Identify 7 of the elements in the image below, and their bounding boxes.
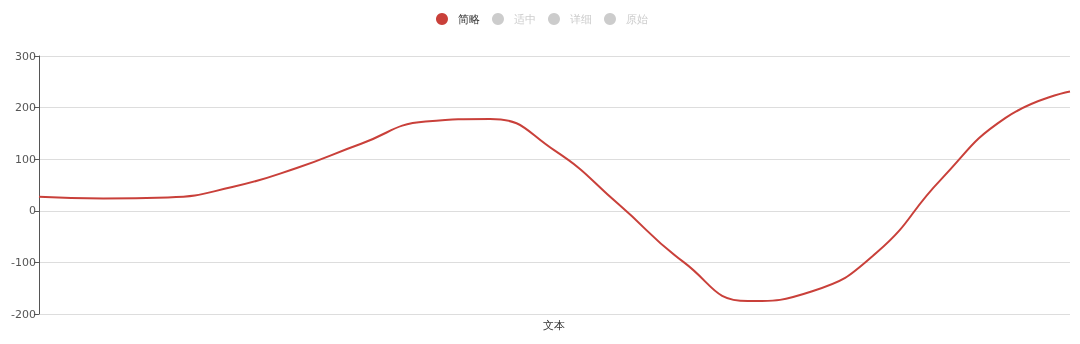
y-tick-label: -100 — [11, 255, 36, 269]
y-tick-label: 200 — [14, 101, 36, 115]
text: 简略 — [458, 12, 480, 26]
y-tick-label: 100 — [14, 152, 36, 166]
y-tick-label: -200 — [11, 307, 36, 321]
x-axis-title: 文本 — [543, 319, 566, 332]
y-tick-label: 300 — [14, 49, 36, 63]
